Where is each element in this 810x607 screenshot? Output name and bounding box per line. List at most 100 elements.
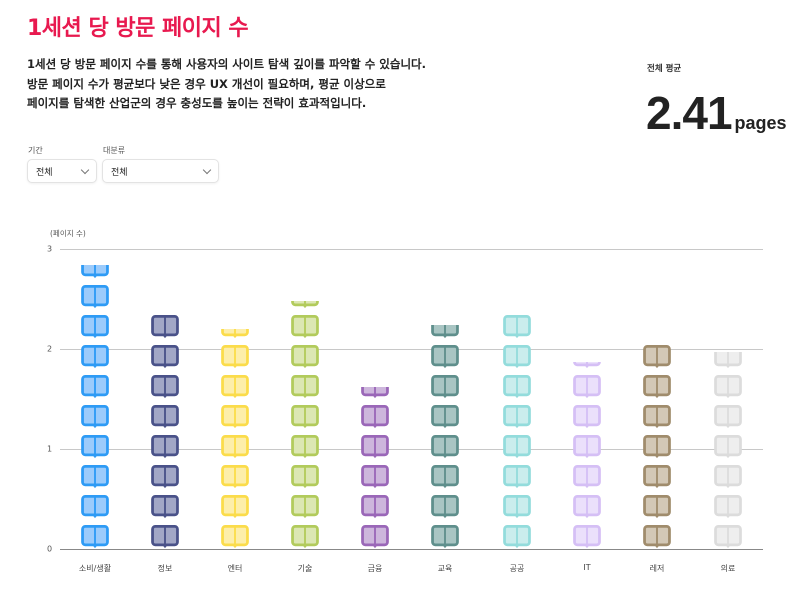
book-icon	[291, 525, 319, 549]
x-tick-label: 교육	[437, 564, 453, 573]
book-icon	[291, 405, 319, 429]
book-icon	[573, 375, 601, 399]
book-icon	[361, 495, 389, 519]
x-tick-label: 금융	[367, 564, 383, 573]
book-icon	[221, 345, 249, 369]
x-tick-label: 공공	[509, 564, 525, 573]
x-tick-label: IT	[583, 563, 591, 572]
book-icon	[81, 375, 109, 399]
book-icon	[431, 325, 459, 339]
book-icon	[151, 495, 179, 519]
book-icon	[714, 375, 742, 399]
book-icon	[291, 435, 319, 459]
period-select[interactable]: 전체	[27, 159, 97, 183]
book-icon	[573, 525, 601, 549]
average-label: 전체 평균	[647, 64, 682, 74]
book-icon	[714, 495, 742, 519]
bar-5[interactable]	[429, 325, 461, 549]
average-number: 2.41	[646, 87, 733, 139]
book-icon	[291, 495, 319, 519]
bar-7[interactable]	[571, 362, 603, 549]
bar-6[interactable]	[501, 310, 533, 549]
book-icon	[221, 375, 249, 399]
book-icon	[431, 345, 459, 369]
book-icon	[714, 352, 742, 369]
book-icon	[573, 465, 601, 489]
y-tick-label: 0	[47, 544, 53, 554]
book-icon	[503, 465, 531, 489]
average-value: 2.41 pages	[646, 86, 787, 140]
description-line: 방문 페이지 수가 평균보다 낮은 경우 UX 개선이 필요하며, 평균 이상으…	[27, 76, 386, 91]
book-icon	[291, 301, 319, 309]
book-icon	[291, 375, 319, 399]
book-icon	[573, 362, 601, 369]
average-unit: pages	[734, 113, 787, 133]
book-icon	[361, 435, 389, 459]
bar-0[interactable]	[79, 265, 111, 549]
book-icon	[81, 465, 109, 489]
book-icon	[81, 525, 109, 549]
book-icon	[573, 405, 601, 429]
book-icon	[431, 435, 459, 459]
x-tick-label: 소비/생활	[78, 564, 112, 573]
category-select-value: 전체	[111, 167, 128, 178]
x-tick-label: 의료	[720, 564, 736, 573]
page-title: 1세션 당 방문 페이지 수	[27, 16, 249, 41]
x-tick-label: 엔터	[227, 564, 243, 573]
bar-1[interactable]	[149, 310, 181, 549]
book-icon	[151, 405, 179, 429]
book-icon	[221, 405, 249, 429]
book-icon	[503, 495, 531, 519]
book-icon	[643, 405, 671, 429]
bar-3[interactable]	[289, 301, 321, 549]
book-icon	[643, 375, 671, 399]
book-icon	[714, 435, 742, 459]
y-tick-label: 1	[47, 444, 53, 454]
book-icon	[151, 345, 179, 369]
book-icon	[81, 285, 109, 309]
y-tick-label: 3	[47, 244, 53, 254]
book-icon	[503, 375, 531, 399]
book-icon	[714, 525, 742, 549]
bar-2[interactable]	[219, 329, 251, 549]
book-icon	[81, 315, 109, 339]
book-icon	[291, 345, 319, 369]
category-select[interactable]: 전체	[102, 159, 219, 183]
gridline	[60, 349, 763, 350]
book-icon	[361, 405, 389, 429]
book-icon	[81, 345, 109, 369]
book-icon	[151, 435, 179, 459]
book-icon	[431, 495, 459, 519]
page-description: 1세션 당 방문 페이지 수를 통해 사용자의 사이트 탐색 깊이를 파악할 수…	[27, 55, 426, 114]
bar-4[interactable]	[359, 387, 391, 549]
bar-9[interactable]	[712, 352, 744, 549]
book-icon	[503, 345, 531, 369]
bar-8[interactable]	[641, 341, 673, 549]
book-icon	[573, 495, 601, 519]
category-filter-label: 대분류	[103, 146, 126, 155]
x-tick-label: 레저	[649, 564, 665, 573]
period-filter-label: 기간	[28, 146, 43, 155]
period-select-value: 전체	[36, 167, 53, 178]
chevron-down-icon	[202, 165, 212, 174]
description-line: 1세션 당 방문 페이지 수를 통해 사용자의 사이트 탐색 깊이를 파악할 수…	[27, 57, 426, 71]
pictograph-chart: (페이지 수) 0 1 2 3 소비/생활 정보 엔터 기술 금융 교육 공공 IT 레저 의료	[0, 220, 810, 607]
book-icon	[431, 525, 459, 549]
book-icon	[503, 405, 531, 429]
book-icon	[81, 405, 109, 429]
book-icon	[151, 525, 179, 549]
book-icon	[221, 435, 249, 459]
book-icon	[221, 465, 249, 489]
book-icon	[643, 495, 671, 519]
x-tick-label: 정보	[157, 564, 173, 573]
book-icon	[431, 465, 459, 489]
description-line: 페이지를 탐색한 산업군의 경우 충성도를 높이는 전략이 효과적입니다.	[27, 96, 367, 110]
book-icon	[151, 375, 179, 399]
book-icon	[503, 315, 531, 339]
book-icon	[151, 465, 179, 489]
book-icon	[221, 329, 249, 339]
book-icon	[503, 435, 531, 459]
book-icon	[221, 525, 249, 549]
book-icon	[81, 265, 109, 279]
book-icon	[361, 525, 389, 549]
